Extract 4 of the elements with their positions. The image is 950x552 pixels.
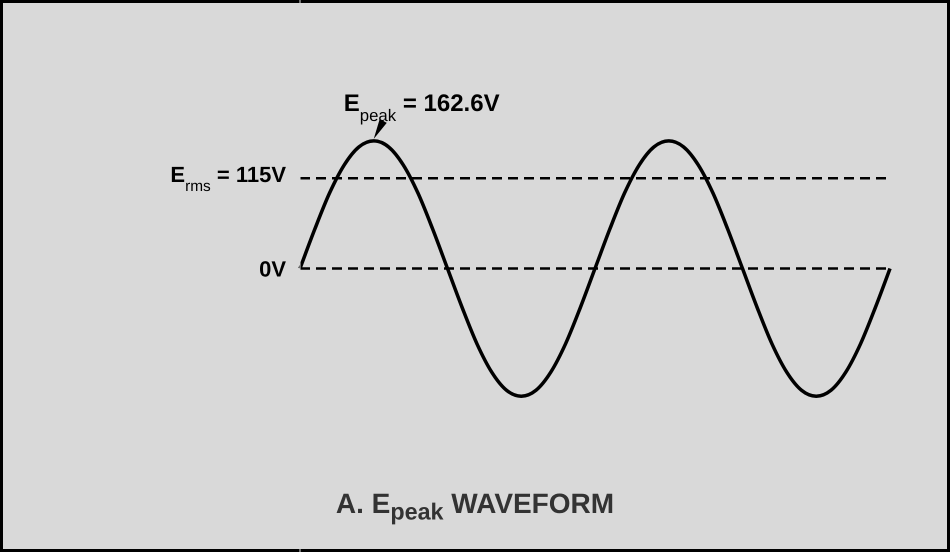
annotation: E$_{peak}$ = 162.6V bbox=[344, 90, 500, 124]
y-tick-label: E$_{rms}$ = 115V bbox=[170, 162, 286, 195]
text: A. E$_{peak}$ WAVEFORM bbox=[334, 488, 616, 526]
y-tick-label: 0V bbox=[259, 256, 286, 282]
